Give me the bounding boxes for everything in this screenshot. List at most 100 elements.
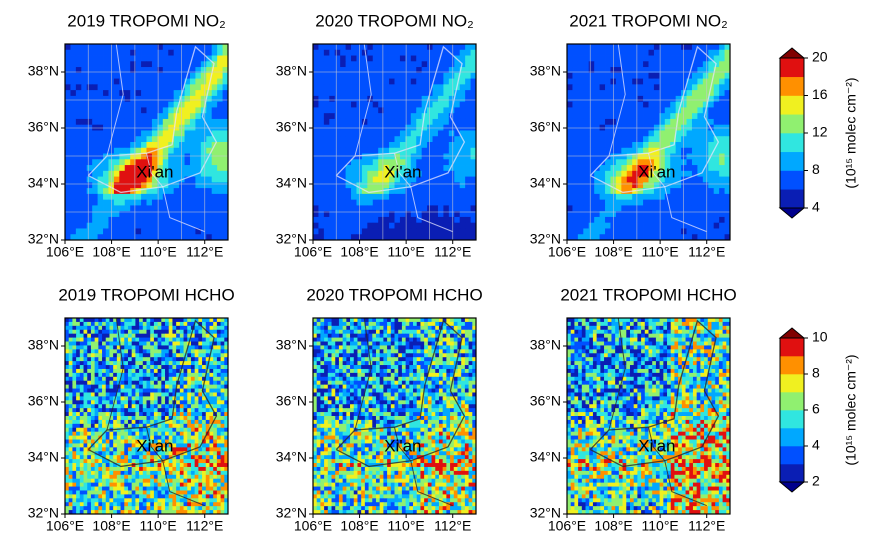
map-cell [102, 396, 106, 400]
map-cell [172, 326, 176, 330]
map-cell [103, 96, 109, 102]
map-cell [168, 44, 174, 50]
map-cell [84, 365, 88, 369]
map-cell [212, 73, 218, 79]
map-cell [643, 113, 649, 119]
map-cell [340, 73, 346, 79]
map-cell [106, 467, 110, 471]
map-cell [681, 119, 687, 125]
map-cell [427, 148, 433, 154]
x-tick-label: 112°E [186, 244, 223, 260]
map-cell [147, 79, 153, 85]
map-cell [91, 392, 95, 396]
map-cell [119, 113, 125, 119]
map-cell [676, 188, 682, 194]
map-cell [433, 182, 439, 188]
map-cell [176, 463, 180, 467]
map-cell [176, 326, 180, 330]
map-cell [217, 177, 223, 183]
map-cell [98, 330, 102, 334]
map-cell [351, 177, 357, 183]
map-cell [719, 165, 725, 171]
map-cell [176, 428, 180, 432]
map-cell [351, 159, 357, 165]
map-cell [212, 154, 218, 160]
map-cell [460, 56, 466, 62]
map-cell [125, 159, 131, 165]
map-cell [180, 342, 184, 346]
map-cell [676, 194, 682, 200]
map-cell [80, 447, 84, 451]
map-cell [600, 217, 606, 223]
map-cell [649, 113, 655, 119]
map-cell [367, 188, 373, 194]
map-cell [103, 119, 109, 125]
map-cell [154, 455, 158, 459]
map-cell [654, 56, 660, 62]
map-cell [179, 154, 185, 160]
map-cell [158, 338, 162, 342]
map-cell [187, 365, 191, 369]
map-cell [212, 194, 218, 200]
map-cell [76, 119, 82, 125]
map-cell [195, 330, 199, 334]
map-cell [172, 467, 176, 471]
map-cell [627, 61, 633, 67]
map-cell [329, 102, 335, 108]
map-cell [132, 377, 136, 381]
map-cell [176, 412, 180, 416]
map-cell [221, 475, 225, 479]
map-cell [335, 56, 341, 62]
map-cell [719, 142, 725, 148]
map-cell [708, 228, 714, 234]
map-cell [176, 396, 180, 400]
map-cell [572, 194, 578, 200]
map-cell [103, 44, 109, 50]
map-cell [578, 188, 584, 194]
map-cell [572, 171, 578, 177]
map-cell [147, 113, 153, 119]
map-cell [91, 432, 95, 436]
map-cell [176, 467, 180, 471]
map-cell [139, 428, 143, 432]
map-cell [169, 365, 173, 369]
map-cell [128, 369, 132, 373]
map-cell [692, 217, 698, 223]
map-cell [95, 357, 99, 361]
map-cell [676, 148, 682, 154]
map-cell [72, 455, 76, 459]
map-cell [627, 79, 633, 85]
map-cell [161, 400, 165, 404]
map-cell [209, 381, 213, 385]
map-cell [217, 385, 221, 389]
map-cell [567, 113, 573, 119]
map-cell [351, 44, 357, 50]
map-cell [643, 119, 649, 125]
map-cell [460, 44, 466, 50]
map-cell [605, 113, 611, 119]
map-cell [638, 223, 644, 229]
map-cell [400, 205, 406, 211]
map-cell [209, 318, 213, 322]
map-cell [567, 182, 573, 188]
map-cell [103, 56, 109, 62]
map-cell [416, 154, 422, 160]
map-cell [643, 142, 649, 148]
map-cell [195, 130, 201, 136]
map-cell [176, 404, 180, 408]
map-cell [627, 159, 633, 165]
map-cell [191, 404, 195, 408]
map-cell [154, 345, 158, 349]
map-cell [719, 188, 725, 194]
map-cell [87, 142, 93, 148]
map-cell [187, 467, 191, 471]
map-cell [217, 455, 221, 459]
map-cell [643, 200, 649, 206]
map-cell [202, 420, 206, 424]
map-cell [616, 159, 622, 165]
map-cell [195, 475, 199, 479]
map-cell [76, 217, 82, 223]
map-cell [121, 447, 125, 451]
map-cell [460, 217, 466, 223]
map-cell [217, 459, 221, 463]
